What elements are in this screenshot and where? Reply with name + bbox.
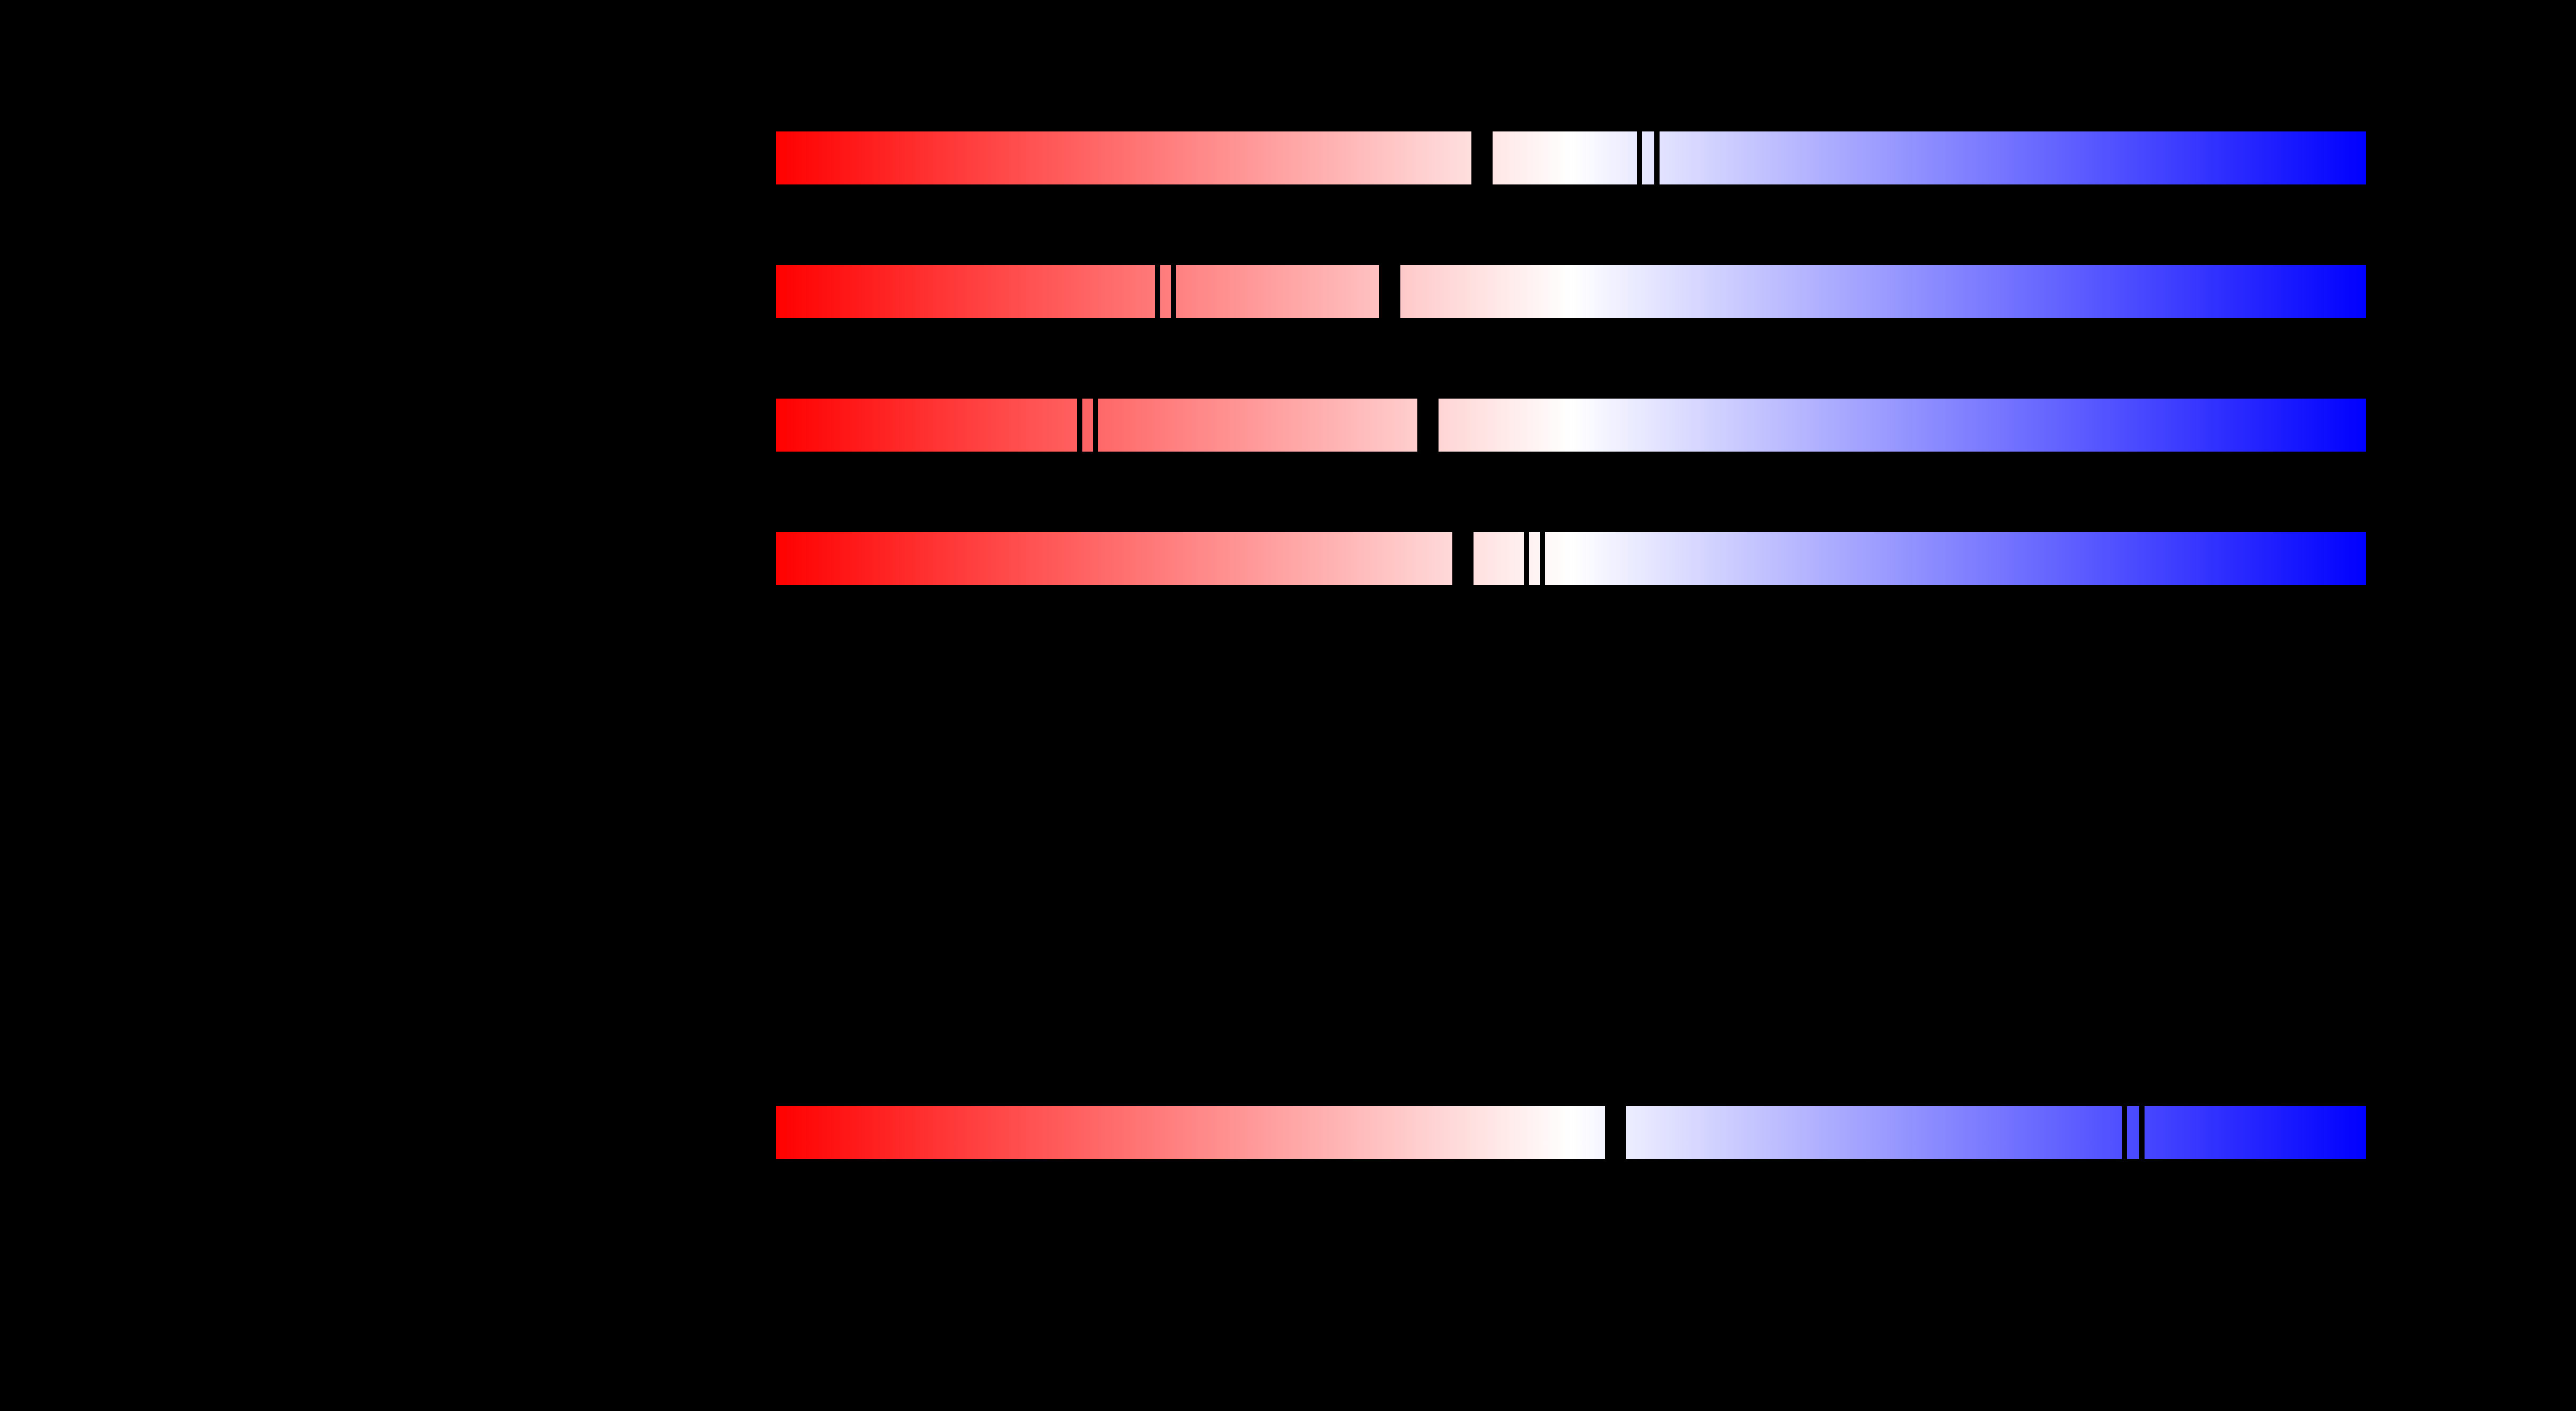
thin-line-marker-2-row-4: [1540, 532, 1545, 585]
gradient-bar-row-1: [776, 131, 2366, 184]
thin-line-marker-1-row-1: [1637, 131, 1642, 184]
thin-line-marker-1-row-2: [1155, 265, 1160, 318]
thin-line-marker-2-row-2: [1171, 265, 1176, 318]
thin-line-marker-1-row-4: [1524, 532, 1529, 585]
thin-line-marker-2-row-3: [1093, 399, 1098, 452]
gradient-bar-row-2: [776, 265, 2366, 318]
thick-break-marker-row-3: [1417, 399, 1439, 452]
thin-line-marker-2-row-5: [2139, 1106, 2145, 1159]
thin-line-marker-2-row-1: [1654, 131, 1660, 184]
thin-line-marker-1-row-5: [2122, 1106, 2127, 1159]
thin-line-marker-1-row-3: [1077, 399, 1082, 452]
thick-break-marker-row-1: [1471, 131, 1493, 184]
gradient-bar-row-4: [776, 532, 2366, 585]
thick-break-marker-row-4: [1452, 532, 1474, 585]
gradient-bar-row-5: [776, 1106, 2366, 1159]
thick-break-marker-row-2: [1379, 265, 1400, 318]
thick-break-marker-row-5: [1605, 1106, 1626, 1159]
gradient-bar-row-3: [776, 399, 2366, 452]
